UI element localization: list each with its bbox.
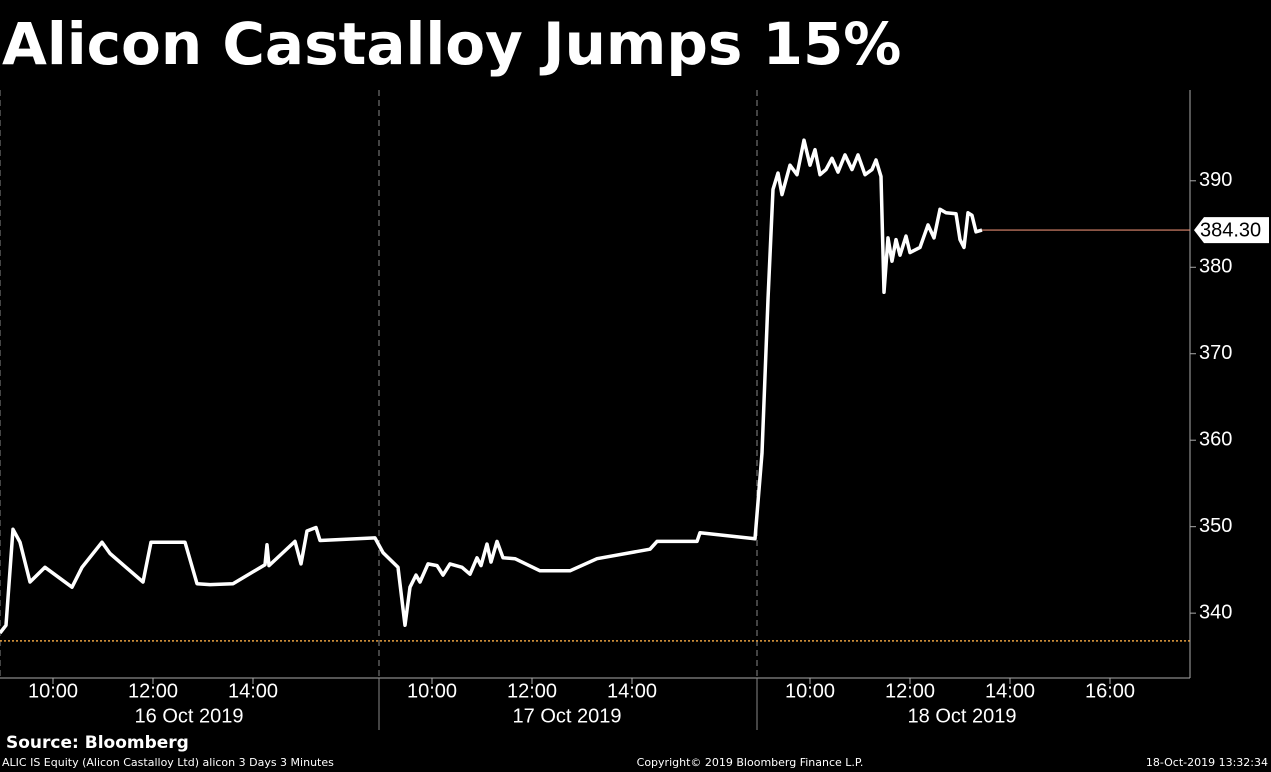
price-line <box>0 138 983 635</box>
source: Source: Bloomberg <box>6 733 189 753</box>
x-tick-label: 14:00 <box>607 680 657 702</box>
y-tick-label: 370 <box>1199 342 1232 364</box>
chart-title: Alicon Castalloy Jumps 15% <box>2 10 901 78</box>
x-tick-label: 10:00 <box>28 680 78 702</box>
footer-right: 18-Oct-2019 13:32:34 <box>1146 756 1268 769</box>
y-tick-label: 380 <box>1199 256 1232 278</box>
day-label: 16 Oct 2019 <box>135 705 244 727</box>
x-tick-label: 12:00 <box>507 680 557 702</box>
y-tick-label: 350 <box>1199 515 1232 537</box>
last-price-box <box>1194 217 1269 244</box>
day-label: 18 Oct 2019 <box>908 705 1017 727</box>
footer-center: Copyright© 2019 Bloomberg Finance L.P. <box>637 756 864 769</box>
x-tick-label: 14:00 <box>985 680 1035 702</box>
x-tick-label: 10:00 <box>407 680 457 702</box>
last-price-label: 384.30 <box>1200 219 1261 241</box>
footer-left: ALIC IS Equity (Alicon Castalloy Ltd) al… <box>2 756 334 769</box>
y-tick-label: 390 <box>1199 169 1232 191</box>
day-label: 17 Oct 2019 <box>513 705 622 727</box>
y-tick-label: 360 <box>1199 428 1232 450</box>
x-tick-label: 10:00 <box>785 680 835 702</box>
x-tick-label: 14:00 <box>228 680 278 702</box>
x-tick-label: 12:00 <box>885 680 935 702</box>
x-tick-label: 12:00 <box>128 680 178 702</box>
x-tick-label: 16:00 <box>1085 680 1135 702</box>
y-tick-label: 340 <box>1199 601 1232 623</box>
